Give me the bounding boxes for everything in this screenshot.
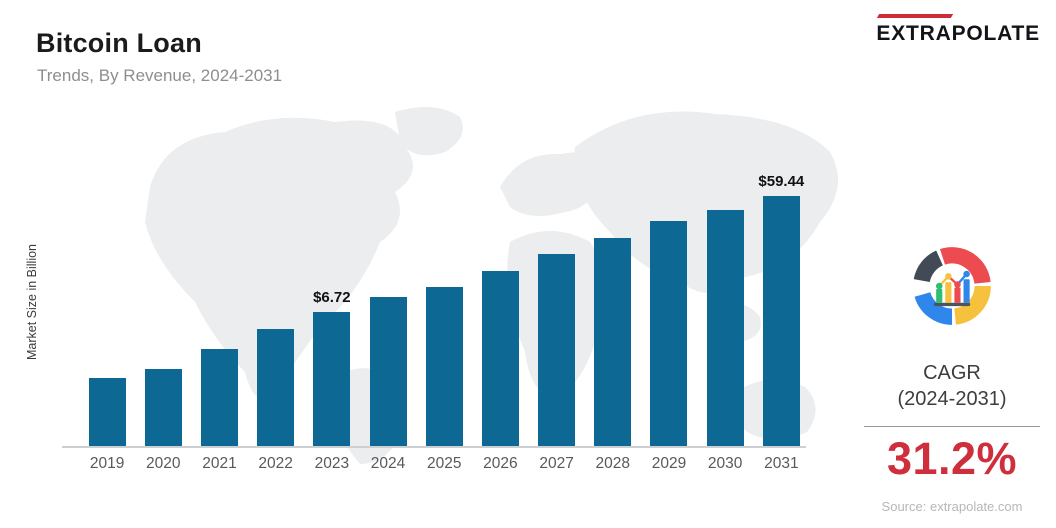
x-tick-2019: 2019 [89, 455, 125, 472]
bar-column-2020 [135, 369, 191, 447]
cagr-label-line1: CAGR [923, 362, 981, 384]
x-tick-2027: 2027 [539, 455, 574, 472]
bar-value-label-2023: $6.72 [313, 289, 351, 306]
x-tick-2029: 2029 [651, 455, 687, 472]
bar-column-2024 [360, 297, 416, 447]
x-tick-2026: 2026 [483, 455, 518, 472]
bar-2020 [144, 369, 182, 447]
growth-chart-donut-icon [913, 247, 991, 325]
x-tick-2021: 2021 [202, 455, 237, 472]
bar-value-label-2031: $59.44 [758, 173, 805, 190]
bars: $6.72 $59.44 [79, 137, 810, 447]
x-tick-2025: 2025 [426, 455, 462, 472]
bar-column-2029 [641, 221, 697, 447]
x-axis-labels: 2019 2020 2021 2022 2023 2024 2025 2026 2027 2028… [79, 455, 810, 473]
bar-2023 [313, 312, 351, 447]
bar-2019 [88, 378, 126, 447]
cagr-value: 31.2% [886, 433, 1018, 484]
bar-column-2031: $59.44 [753, 173, 809, 447]
bar-column-2022 [248, 329, 304, 447]
bar-column-2025 [416, 287, 472, 447]
logo-accent-bar [877, 14, 954, 18]
x-tick-2028: 2028 [595, 455, 631, 472]
logo-text: EXTRAPOLATE [876, 22, 1040, 45]
cagr-label: CAGR (2024-2031) [858, 360, 1046, 412]
bar-2022 [257, 329, 295, 447]
bar-column-2030 [697, 210, 753, 447]
bar-2026 [481, 271, 519, 447]
y-axis-label: Market Size in Billion [25, 244, 39, 361]
x-tick-2030: 2030 [707, 455, 743, 472]
cagr-label-line2: (2024-2031) [897, 388, 1007, 410]
bar-column-2021 [191, 349, 247, 447]
bar-2031 [762, 196, 800, 447]
bar-2028 [594, 238, 632, 447]
bar-2021 [200, 349, 238, 447]
bar-column-2028 [585, 238, 641, 447]
x-tick-2031: 2031 [764, 455, 799, 472]
bar-column-2019 [79, 378, 135, 447]
bar-column-2027 [529, 254, 585, 447]
page-subtitle: Trends, By Revenue, 2024-2031 [37, 66, 283, 85]
bar-2029 [650, 221, 688, 447]
bar-column-2026 [472, 271, 528, 447]
x-tick-2024: 2024 [370, 455, 406, 472]
bar-column-2023: $6.72 [304, 289, 360, 447]
bar-2024 [369, 297, 407, 447]
cagr-divider [864, 426, 1040, 427]
source-note: Source: extrapolate.com [881, 499, 1023, 514]
x-tick-2020: 2020 [146, 455, 181, 472]
x-tick-2023: 2023 [314, 455, 350, 472]
cagr-panel: CAGR (2024-2031) 31.2% Source: extrapola… [858, 238, 1046, 514]
bar-2027 [538, 254, 576, 447]
world-map-background [145, 107, 838, 464]
bar-2030 [706, 210, 744, 447]
extrapolate-logo: EXTRAPOLATE [876, 14, 1040, 46]
x-axis-line [62, 446, 806, 448]
page-title: Bitcoin Loan [36, 28, 202, 58]
x-tick-2022: 2022 [258, 455, 293, 472]
bar-2025 [425, 287, 463, 447]
